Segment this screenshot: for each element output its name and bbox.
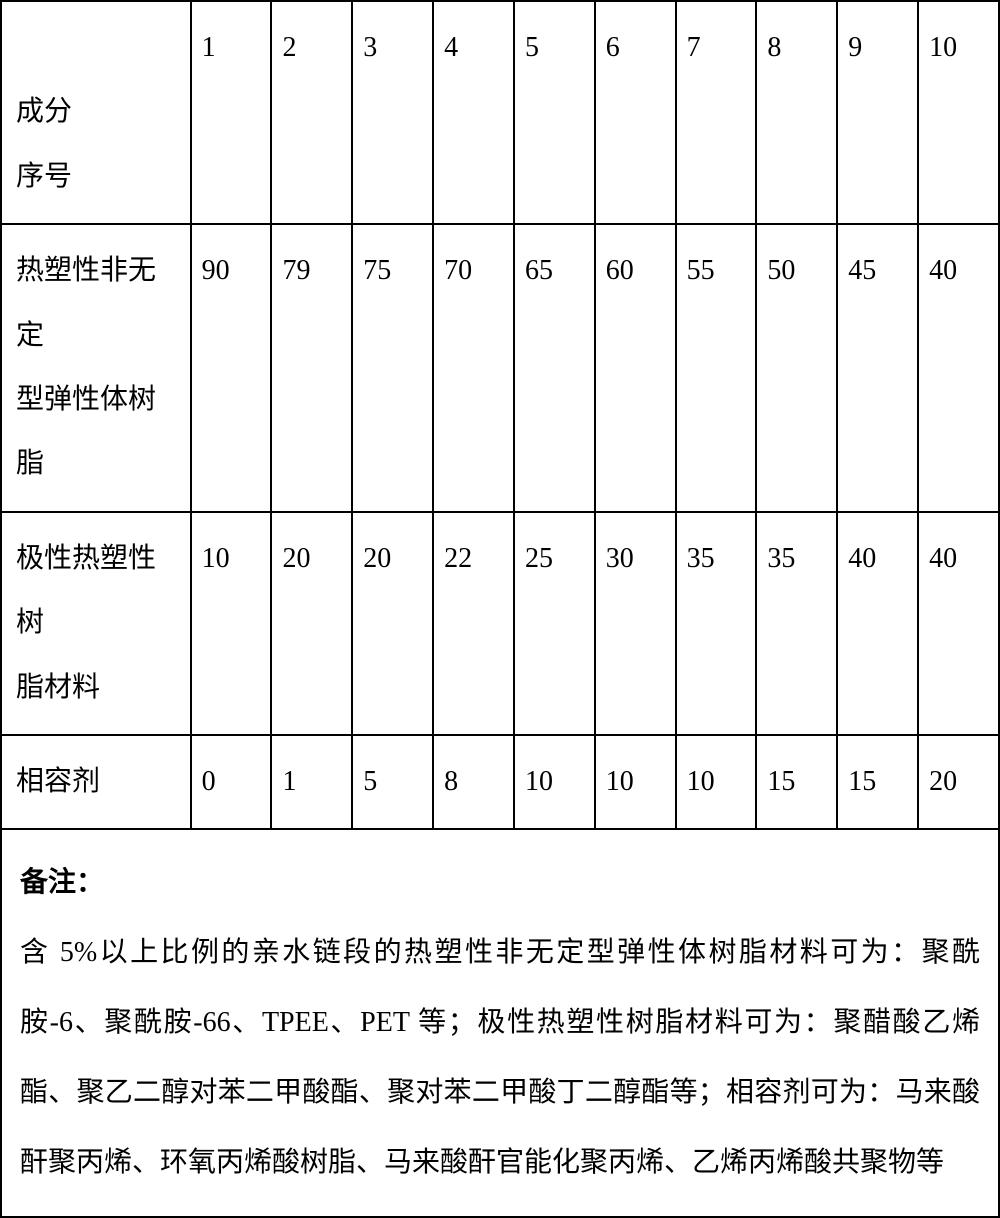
table-row: 相容剂 0 1 5 8 10 10 10 15 15 20 (1, 735, 999, 829)
col-header: 7 (676, 1, 757, 224)
row-label-cell: 热塑性非无定 型弹性体树脂 (1, 224, 191, 512)
note-title: 备注： (20, 848, 980, 918)
data-cell: 20 (352, 512, 433, 735)
data-cell: 50 (756, 224, 837, 512)
data-cell: 1 (271, 735, 352, 829)
data-cell: 10 (514, 735, 595, 829)
data-cell: 10 (191, 512, 272, 735)
data-cell: 55 (676, 224, 757, 512)
row-label-line1: 相容剂 (16, 766, 100, 797)
data-cell: 5 (352, 735, 433, 829)
col-header: 2 (271, 1, 352, 224)
data-cell: 40 (918, 512, 999, 735)
col-header: 1 (191, 1, 272, 224)
data-cell: 45 (837, 224, 918, 512)
note-body: 含 5%以上比例的亲水链段的热塑性非无定型弹性体树脂材料可为：聚酰胺-6、聚酰胺… (20, 918, 980, 1198)
composition-table: 成分 序号 1 2 3 4 5 6 7 8 9 10 热塑性非无定 型弹性体树脂… (0, 0, 1000, 1218)
row-label-cell: 相容剂 (1, 735, 191, 829)
data-cell: 10 (676, 735, 757, 829)
row-label-cell: 极性热塑性树 脂材料 (1, 512, 191, 735)
row-label-line2: 脂材料 (16, 656, 180, 720)
col-header: 5 (514, 1, 595, 224)
data-cell: 30 (595, 512, 676, 735)
data-cell: 75 (352, 224, 433, 512)
data-cell: 90 (191, 224, 272, 512)
data-cell: 70 (433, 224, 514, 512)
header-row-label-cell: 成分 序号 (1, 1, 191, 224)
note-row: 备注： 含 5%以上比例的亲水链段的热塑性非无定型弹性体树脂材料可为：聚酰胺-6… (1, 829, 999, 1217)
row-label-line1: 热塑性非无定 (16, 239, 180, 368)
data-cell: 60 (595, 224, 676, 512)
row-label-line2: 型弹性体树脂 (16, 368, 180, 497)
data-cell: 65 (514, 224, 595, 512)
col-header: 6 (595, 1, 676, 224)
table-row: 极性热塑性树 脂材料 10 20 20 22 25 30 35 35 40 40 (1, 512, 999, 735)
data-cell: 15 (837, 735, 918, 829)
data-cell: 22 (433, 512, 514, 735)
data-cell: 15 (756, 735, 837, 829)
document-container: 成分 序号 1 2 3 4 5 6 7 8 9 10 热塑性非无定 型弹性体树脂… (0, 0, 1000, 964)
table-row: 热塑性非无定 型弹性体树脂 90 79 75 70 65 60 55 50 45… (1, 224, 999, 512)
data-cell: 10 (595, 735, 676, 829)
note-cell: 备注： 含 5%以上比例的亲水链段的热塑性非无定型弹性体树脂材料可为：聚酰胺-6… (1, 829, 999, 1217)
col-header: 10 (918, 1, 999, 224)
data-cell: 8 (433, 735, 514, 829)
data-cell: 79 (271, 224, 352, 512)
col-header: 8 (756, 1, 837, 224)
data-cell: 35 (676, 512, 757, 735)
data-cell: 40 (918, 224, 999, 512)
data-cell: 20 (271, 512, 352, 735)
table-header-row: 成分 序号 1 2 3 4 5 6 7 8 9 10 (1, 1, 999, 224)
data-cell: 0 (191, 735, 272, 829)
data-cell: 20 (918, 735, 999, 829)
data-cell: 40 (837, 512, 918, 735)
col-header: 3 (352, 1, 433, 224)
data-cell: 25 (514, 512, 595, 735)
header-label-line2: 序号 (16, 145, 180, 209)
header-label-line1: 成分 (16, 80, 180, 144)
row-label-line1: 极性热塑性树 (16, 527, 180, 656)
col-header: 9 (837, 1, 918, 224)
col-header: 4 (433, 1, 514, 224)
data-cell: 35 (756, 512, 837, 735)
